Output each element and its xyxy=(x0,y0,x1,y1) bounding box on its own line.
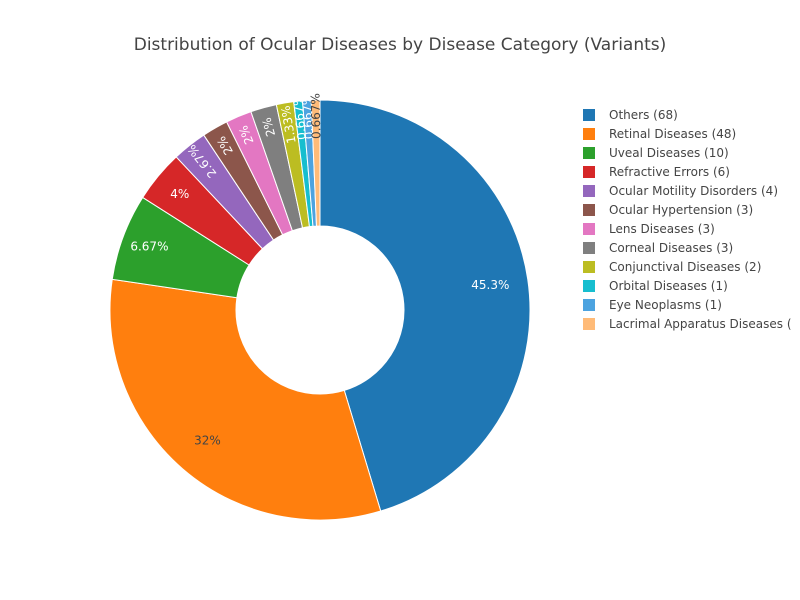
legend-swatch xyxy=(583,318,595,330)
slice-label-orbital-diseases: 0.667% xyxy=(290,94,309,141)
legend-item-eye-neoplasms[interactable]: Eye Neoplasms (1) xyxy=(583,298,722,312)
pie-slices xyxy=(109,99,531,521)
legend-swatch xyxy=(583,109,595,121)
chart-title: Distribution of Ocular Diseases by Disea… xyxy=(134,35,667,55)
slice-label-corneal-diseases: 2% xyxy=(260,116,279,138)
legend-label: Eye Neoplasms (1) xyxy=(609,298,722,312)
legend-item-refractive-errors[interactable]: Refractive Errors (6) xyxy=(583,165,730,179)
legend-item-retinal-diseases[interactable]: Retinal Diseases (48) xyxy=(583,127,736,141)
legend-swatch xyxy=(583,280,595,292)
slice-label-others: 45.3% xyxy=(471,278,509,292)
legend-label: Ocular Hypertension (3) xyxy=(609,203,753,217)
legend-item-others[interactable]: Others (68) xyxy=(583,108,678,122)
slice-label-eye-neoplasms: 0.667% xyxy=(299,93,316,140)
legend-label: Orbital Diseases (1) xyxy=(609,279,728,293)
legend-item-lacrimal-apparatus-diseases[interactable]: Lacrimal Apparatus Diseases ( xyxy=(583,317,792,331)
legend-label: Others (68) xyxy=(609,108,678,122)
legend-swatch xyxy=(583,128,595,140)
legend-swatch xyxy=(583,166,595,178)
legend-label: Corneal Diseases (3) xyxy=(609,241,733,255)
legend-item-orbital-diseases[interactable]: Orbital Diseases (1) xyxy=(583,279,728,293)
legend-label: Lacrimal Apparatus Diseases ( xyxy=(609,317,792,331)
legend-label: Ocular Motility Disorders (4) xyxy=(609,184,778,198)
slice-label-retinal-diseases: 32% xyxy=(194,433,221,447)
slice-label-refractive-errors: 4% xyxy=(170,187,189,201)
legend-label: Retinal Diseases (48) xyxy=(609,127,736,141)
legend-swatch xyxy=(583,204,595,216)
slice-label-lacrimal-apparatus-diseases: 0.667% xyxy=(308,93,323,139)
slice-lacrimal-apparatus-diseases[interactable] xyxy=(310,99,321,227)
legend-item-uveal-diseases[interactable]: Uveal Diseases (10) xyxy=(583,146,729,160)
legend-item-corneal-diseases[interactable]: Corneal Diseases (3) xyxy=(583,241,733,255)
legend-swatch xyxy=(583,261,595,273)
legend-swatch xyxy=(583,223,595,235)
slice-others[interactable] xyxy=(319,99,531,512)
legend-label: Conjunctival Diseases (2) xyxy=(609,260,761,274)
legend-item-ocular-hypertension[interactable]: Ocular Hypertension (3) xyxy=(583,203,753,217)
legend-item-ocular-motility-disorders[interactable]: Ocular Motility Disorders (4) xyxy=(583,184,778,198)
slice-label-lens-diseases: 2% xyxy=(236,123,256,146)
legend-label: Refractive Errors (6) xyxy=(609,165,730,179)
legend-label: Uveal Diseases (10) xyxy=(609,146,729,160)
legend-item-lens-diseases[interactable]: Lens Diseases (3) xyxy=(583,222,715,236)
slice-label-uveal-diseases: 6.67% xyxy=(130,240,168,254)
slice-label-conjunctival-diseases: 1.33% xyxy=(279,105,299,145)
slice-retinal-diseases[interactable] xyxy=(109,278,382,521)
legend-label: Lens Diseases (3) xyxy=(609,222,715,236)
legend-item-conjunctival-diseases[interactable]: Conjunctival Diseases (2) xyxy=(583,260,761,274)
legend-swatch xyxy=(583,147,595,159)
legend[interactable]: Others (68) Retinal Diseases (48) Uveal Di… xyxy=(583,108,792,331)
legend-swatch xyxy=(583,185,595,197)
legend-swatch xyxy=(583,299,595,311)
legend-swatch xyxy=(583,242,595,254)
